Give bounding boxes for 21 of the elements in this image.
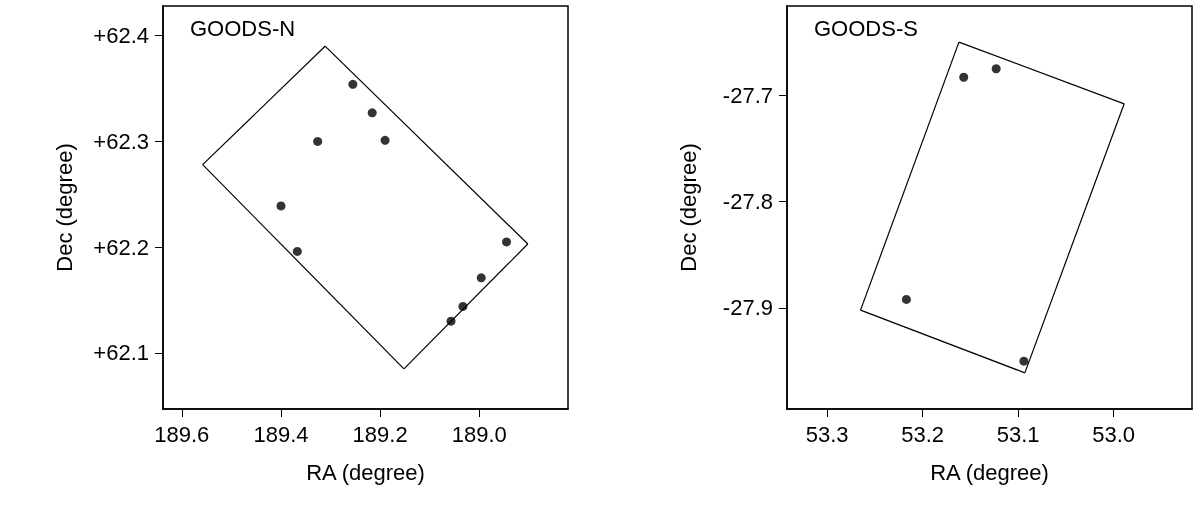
x-tick-label: 189.0 xyxy=(451,421,507,447)
text: GOODS-N xyxy=(190,15,296,41)
y-tick-label: +62.2 xyxy=(93,234,149,260)
x-tick-label: 189.4 xyxy=(253,421,309,447)
y-axis-title: Dec (degree) xyxy=(675,143,701,272)
x-axis-title: RA (degree) xyxy=(930,459,1049,485)
x-tick-label: 53.0 xyxy=(1092,421,1136,447)
x-tick-label: 53.2 xyxy=(901,421,945,447)
x-tick-label: 189.6 xyxy=(154,421,210,447)
y-tick-label: +62.4 xyxy=(93,23,149,49)
x-tick-label: 189.2 xyxy=(352,421,408,447)
x-axis-title: RA (degree) xyxy=(306,459,425,485)
text: GOODS-S xyxy=(814,15,918,41)
y-tick-label: +62.1 xyxy=(93,340,149,366)
y-axis-title: Dec (degree) xyxy=(51,143,77,272)
y-tick-label: -27.9 xyxy=(722,295,773,321)
x-tick-label: 53.1 xyxy=(996,421,1040,447)
y-tick-label: -27.8 xyxy=(722,189,773,215)
y-tick-label: +62.3 xyxy=(93,128,149,154)
y-tick-label: -27.7 xyxy=(722,82,773,108)
x-tick-label: 53.3 xyxy=(805,421,849,447)
